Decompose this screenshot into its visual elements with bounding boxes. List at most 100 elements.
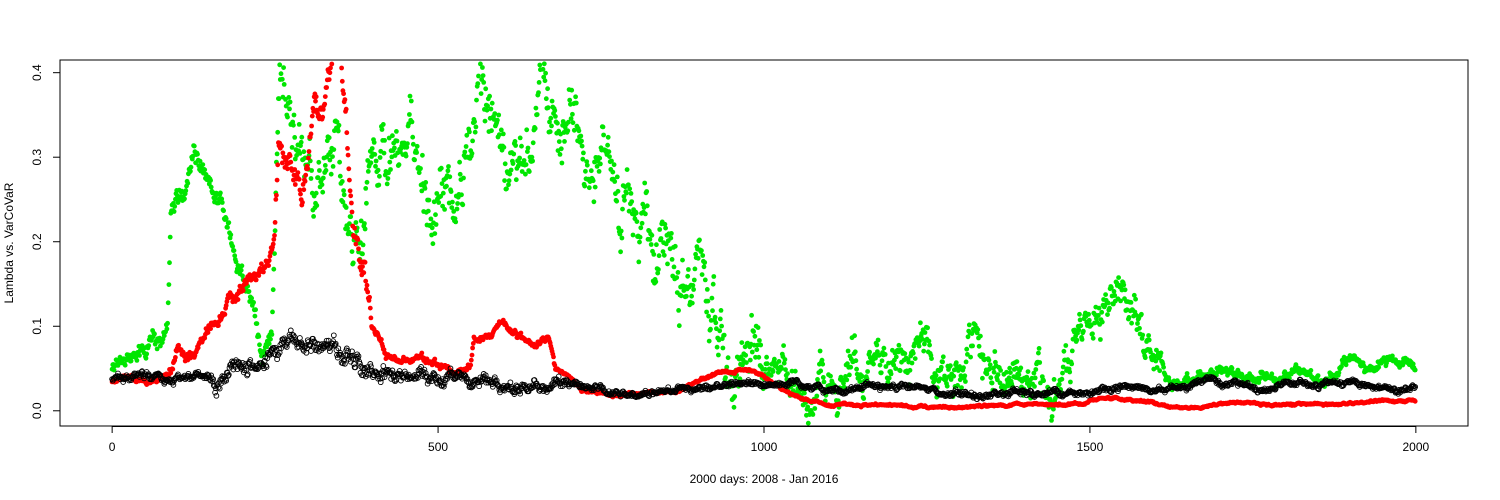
green-point [442,207,447,212]
green-point [380,122,386,127]
green-point [754,347,760,353]
green-point [1161,364,1166,370]
green-point [828,373,833,379]
red-point [432,356,438,362]
red-point [287,153,293,159]
green-point [1131,292,1137,298]
green-point [606,149,612,155]
green-point [232,253,238,259]
green-point [462,149,468,155]
green-point [902,351,908,356]
green-point [1146,333,1151,338]
red-point [470,345,475,351]
green-point [420,152,425,158]
red-point [266,258,272,263]
green-point [943,376,949,382]
green-point [878,370,884,376]
green-point [916,343,922,349]
green-point [1269,371,1275,377]
green-point [404,144,410,150]
green-point [556,139,562,145]
green-point [1376,364,1382,370]
green-point [326,135,332,141]
green-point [454,206,460,212]
green-point [662,221,668,227]
green-point [498,127,504,133]
red-point [195,345,201,351]
red-point [339,78,345,84]
green-point [944,383,950,389]
green-point [542,78,548,84]
green-point [543,96,549,102]
green-point [197,158,203,164]
green-point [239,263,245,269]
red-point [344,130,350,136]
green-point [1140,332,1146,338]
data-points [109,61,1419,426]
green-point [122,362,128,368]
green-point [1137,325,1142,331]
red-point [292,167,298,172]
green-point [328,149,333,155]
green-point [980,375,985,381]
green-point [622,197,627,203]
green-point [299,134,305,140]
red-point [272,233,277,238]
green-point [886,375,892,381]
green-point [320,175,326,181]
green-point [747,357,753,363]
red-point [202,335,208,341]
green-point [644,189,650,194]
red-point [1412,398,1418,404]
green-point [963,379,968,384]
red-point [329,61,335,67]
green-point [609,158,614,164]
green-point [749,312,754,318]
green-point [172,204,178,209]
green-point [1086,317,1092,323]
green-point [925,325,930,331]
green-point [519,169,525,174]
green-point [412,157,417,163]
green-point [963,359,969,365]
green-point [331,147,337,153]
green-point [1107,305,1112,311]
green-point [165,300,171,306]
green-point [165,320,171,326]
green-point [628,191,634,196]
green-point [814,393,820,399]
green-point [532,126,538,131]
green-point [731,404,737,410]
green-point [861,396,867,401]
green-point [573,100,579,106]
green-point [429,225,435,231]
green-point [313,190,319,196]
green-point [689,300,695,306]
green-point [665,261,670,267]
red-point [324,85,329,90]
green-point [457,171,463,177]
green-point [871,361,876,367]
green-point [588,168,594,174]
green-point [962,373,968,379]
green-point [897,368,903,374]
green-point [272,251,277,256]
green-point [523,162,529,168]
green-point [167,234,173,240]
red-point [470,341,476,346]
green-point [254,321,260,326]
green-point [998,368,1003,373]
green-point [879,358,885,364]
green-point [484,107,490,113]
green-point [590,178,596,184]
red-point [364,282,370,288]
green-point [362,226,368,232]
green-point [525,149,530,155]
red-point [267,253,273,259]
green-point [240,273,245,279]
green-point [918,320,923,326]
green-point [403,153,409,159]
green-point [128,358,134,364]
green-point [1336,370,1342,376]
green-point [1103,292,1108,297]
